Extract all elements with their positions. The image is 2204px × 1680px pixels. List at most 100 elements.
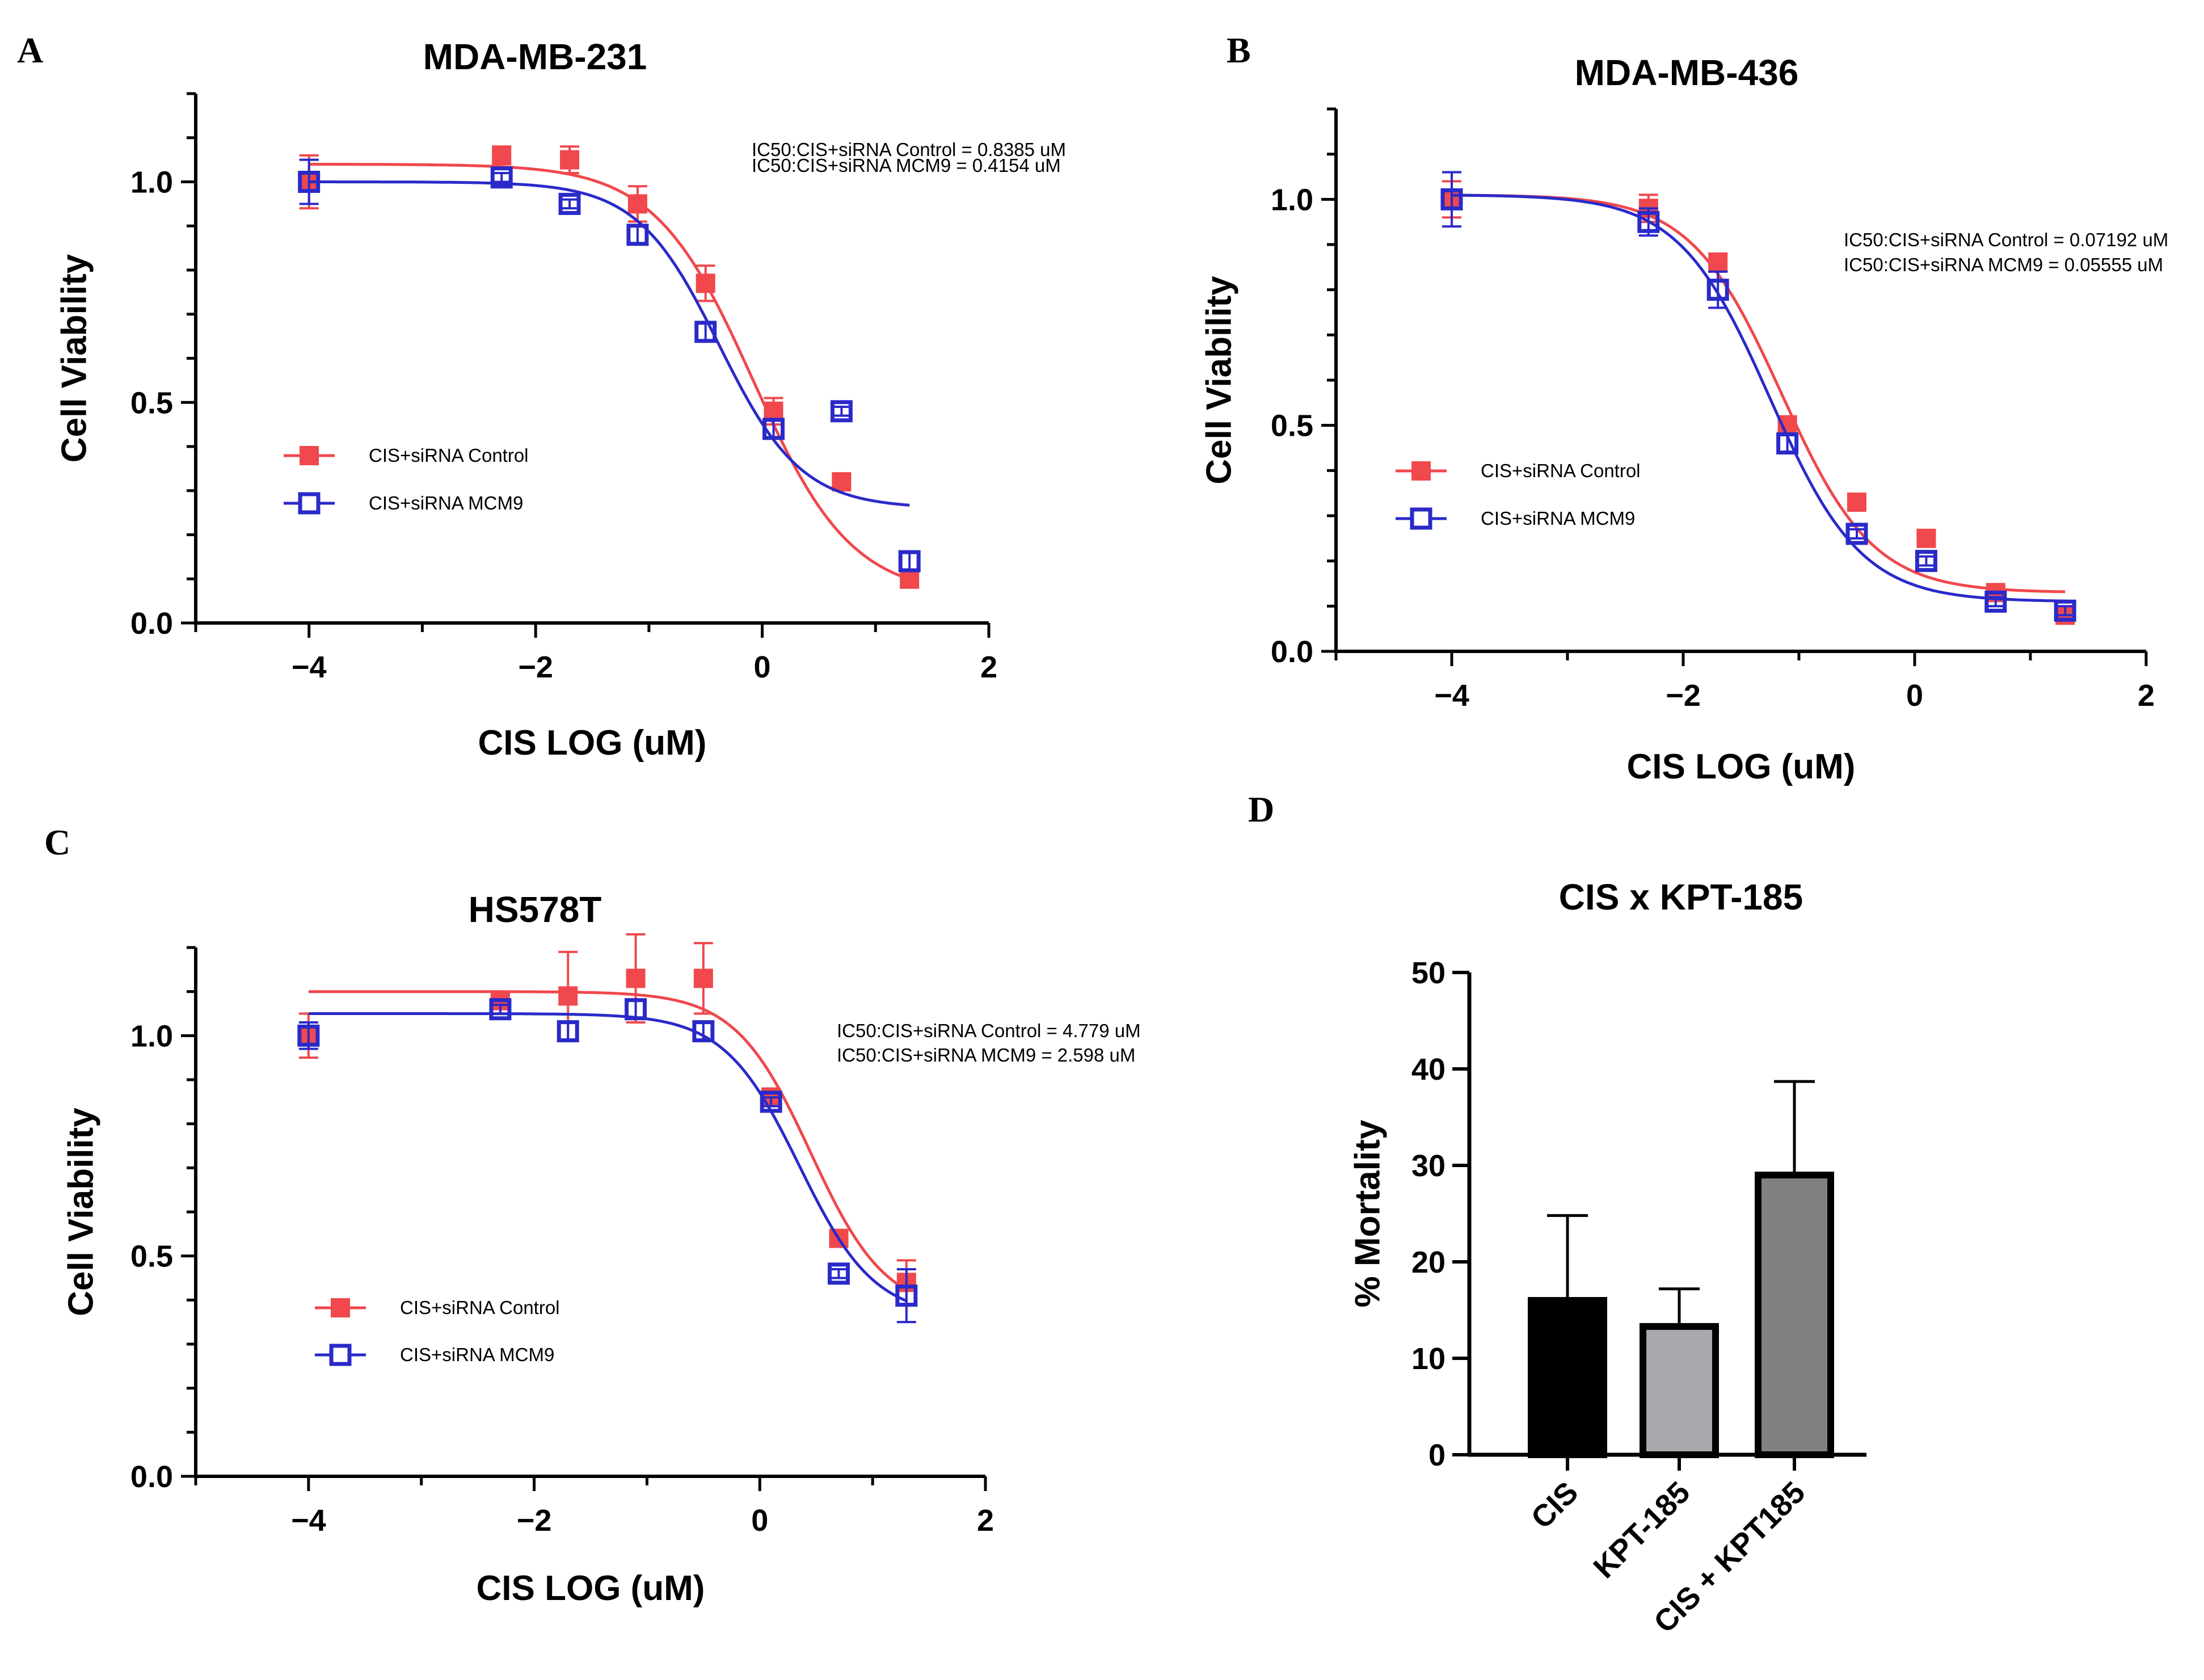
x-axis-label: CIS LOG (uM) (478, 723, 707, 763)
y-tick-label: 40 (1411, 1052, 1446, 1087)
data-point (1847, 492, 1866, 512)
data-point (900, 569, 920, 589)
data-point (830, 400, 853, 423)
y-tick-label: 0.0 (1271, 635, 1313, 669)
legend-marker (298, 492, 321, 515)
fit-curve (309, 163, 911, 581)
ic50-annotation-control: IC50:CIS+siRNA Control = 0.8385 uM (752, 139, 1066, 160)
data-point (1706, 279, 1729, 301)
data-point (2054, 599, 2076, 622)
ic50-annotation-mcm9: IC50:CIS+siRNA MCM9 = 2.598 uM (837, 1045, 1135, 1066)
x-tick-label: 0 (751, 1504, 768, 1538)
data-point (557, 1020, 579, 1043)
data-point (762, 418, 785, 440)
data-point (558, 192, 581, 215)
fit-curve (1451, 193, 2066, 603)
legend-marker (331, 1298, 350, 1317)
data-point (1916, 528, 1936, 548)
data-point (696, 273, 715, 293)
y-tick-label: 0.0 (130, 607, 173, 641)
chart-title: MDA-MB-231 (423, 36, 647, 77)
panel-a-chart: MDA-MB-231 0.0 0.5 1.0 −4 −2 0 2 CIS LOG… (55, 36, 1066, 763)
chart-title: CIS x KPT-185 (1559, 877, 1803, 917)
y-tick-label: 1.0 (130, 1019, 173, 1053)
x-tick-label: −2 (518, 650, 553, 684)
data-point (1776, 432, 1799, 455)
x-tick-label: 2 (2138, 679, 2155, 713)
panel-b-chart: MDA-MB-436 0.0 0.5 1.0 −4 −2 0 2 CIS LOG… (1200, 52, 2169, 786)
y-axis-label: Cell Viability (1200, 276, 1239, 485)
data-point (626, 969, 646, 988)
data-point (489, 998, 512, 1021)
data-point (694, 321, 717, 343)
x-tick-label: −2 (517, 1504, 552, 1538)
y-tick-label: 0 (1428, 1438, 1446, 1472)
data-point (764, 401, 783, 421)
x-tick-label: 0 (754, 650, 771, 684)
panel-d-chart: CIS x KPT-185 0 10 20 30 40 50 CIS KPT-1… (1348, 877, 1866, 1640)
x-axis-categories: CIS KPT-185 CIS + KPT185 (1524, 1475, 1811, 1640)
y-tick-label: 10 (1411, 1342, 1446, 1376)
data-point (898, 550, 921, 572)
data-point (298, 171, 321, 193)
x-tick-label: 2 (980, 650, 997, 684)
panel-label-a: A (17, 30, 43, 70)
panel-label-b: B (1227, 30, 1251, 70)
data-point (895, 1285, 918, 1307)
x-tick-label: 2 (977, 1504, 994, 1538)
y-axis-label: Cell Viability (55, 254, 94, 462)
x-axis-label: CIS LOG (uM) (1627, 747, 1856, 786)
x-axis-label: CIS LOG (uM) (477, 1569, 705, 1608)
x-tick-label: −4 (291, 1504, 326, 1538)
data-point (1440, 188, 1463, 210)
fit-curve (308, 990, 908, 1291)
x-tick-label: −4 (1434, 679, 1469, 713)
y-tick-label: 0.5 (130, 1240, 173, 1274)
x-tick-label: −2 (1666, 679, 1701, 713)
legend-marker (300, 446, 319, 465)
data-point (693, 969, 713, 988)
x-tick-label: −4 (292, 650, 327, 684)
ic50-annotation-mcm9: IC50:CIS+siRNA MCM9 = 0.4154 uM (752, 155, 1061, 176)
data-point (832, 472, 852, 492)
legend-label-mcm9: CIS+siRNA MCM9 (1481, 508, 1635, 529)
ic50-annotation-control: IC50:CIS+siRNA Control = 0.07192 uM (1844, 229, 2168, 250)
y-tick-label: 1.0 (1271, 183, 1313, 217)
legend-label-control: CIS+siRNA Control (369, 445, 529, 466)
legend-marker (329, 1344, 352, 1366)
data-point (827, 1262, 850, 1285)
bar (1640, 1323, 1719, 1458)
y-axis-label: % Mortality (1348, 1119, 1388, 1307)
legend-marker (1410, 507, 1432, 530)
panel-label-d: D (1248, 789, 1274, 830)
y-tick-label: 1.0 (130, 166, 173, 200)
legend-label-mcm9: CIS+siRNA MCM9 (369, 492, 523, 513)
data-point (1984, 590, 2007, 613)
data-point (692, 1020, 715, 1043)
ic50-annotation-control: IC50:CIS+siRNA Control = 4.779 uM (837, 1020, 1141, 1041)
y-tick-label: 30 (1411, 1149, 1446, 1183)
data-point (625, 998, 647, 1021)
chart-title: MDA-MB-436 (1575, 52, 1799, 93)
x-axis-ticks: −4 −2 0 2 (291, 1504, 994, 1538)
category-label: CIS (1524, 1475, 1584, 1535)
data-point (560, 150, 580, 170)
data-point (558, 986, 578, 1006)
y-tick-label: 20 (1411, 1245, 1446, 1279)
y-tick-label: 0.5 (130, 386, 173, 420)
x-tick-label: 0 (1906, 679, 1923, 713)
ic50-annotation-mcm9: IC50:CIS+siRNA MCM9 = 0.05555 uM (1844, 254, 2163, 275)
category-label: KPT-185 (1587, 1475, 1696, 1585)
data-point (490, 166, 513, 189)
data-point (1637, 210, 1660, 233)
panel-c-chart: HS578T 0.0 0.5 1.0 −4 −2 0 2 CIS LOG (uM… (62, 889, 1141, 1608)
y-axis-ticks: 0.0 0.5 1.0 (130, 1019, 173, 1494)
legend-label-control: CIS+siRNA Control (400, 1297, 560, 1318)
legend-label-mcm9: CIS+siRNA MCM9 (400, 1344, 554, 1365)
x-axis-ticks: −4 −2 0 2 (292, 650, 997, 684)
legend-label-control: CIS+siRNA Control (1481, 460, 1641, 481)
data-point (760, 1090, 782, 1113)
y-tick-label: 50 (1411, 956, 1446, 990)
